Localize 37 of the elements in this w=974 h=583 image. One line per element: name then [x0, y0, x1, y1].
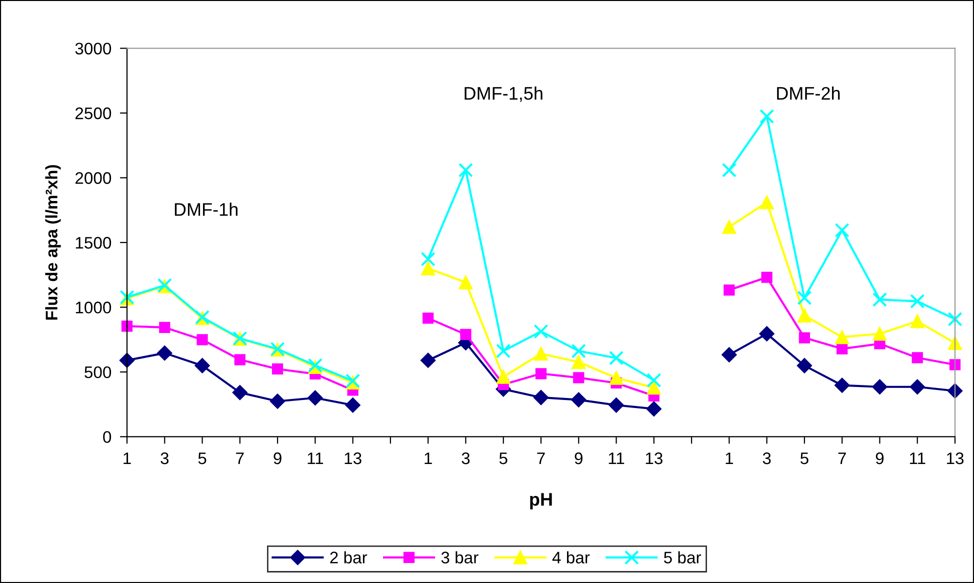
x-tick-label: 7	[838, 452, 846, 464]
x-tick-label: 9	[274, 452, 282, 464]
y-tick-label: 1000	[76, 302, 112, 314]
y-tick-label: 3000	[75, 42, 112, 55]
legend-label: 5 bar	[664, 551, 702, 564]
x-tick-label: 5	[499, 452, 508, 464]
y-tick-label: 2500	[75, 107, 112, 120]
y-axis-title: Flux de apa (l/m²xh)	[45, 165, 61, 320]
annotation: DMF-1h	[174, 202, 238, 216]
y-tick-label: 1500	[76, 236, 112, 249]
y-tick-label: 2000	[75, 172, 112, 184]
x-tick-label: 5	[198, 452, 206, 464]
x-tick-label: 7	[236, 452, 244, 464]
x-tick-label: 1	[726, 452, 734, 464]
x-tick-label: 11	[910, 452, 926, 464]
legend-label: 2 bar	[330, 551, 368, 564]
x-axis-title: pH	[530, 493, 552, 510]
x-tick-label: 9	[574, 452, 582, 464]
x-tick-label: 13	[947, 452, 964, 464]
x-tick-label: 5	[800, 452, 808, 464]
x-tick-label: 1	[424, 452, 432, 464]
y-tick-label: 0	[103, 431, 112, 443]
y-tick-label: 500	[84, 366, 112, 378]
x-tick-label: 13	[344, 452, 362, 464]
annotation: DMF-1,5h	[464, 86, 542, 102]
x-tick-label: 7	[537, 452, 545, 464]
annotation: DMF-2h	[777, 86, 840, 100]
x-tick-label: 3	[462, 452, 470, 464]
x-tick-label: 3	[762, 452, 771, 464]
x-tick-label: 11	[308, 452, 324, 464]
x-tick-label: 9	[876, 452, 884, 464]
legend-label: 3 bar	[441, 551, 478, 564]
x-tick-label: 13	[646, 452, 662, 464]
x-tick-label: 3	[160, 452, 169, 464]
x-tick-label: 1	[124, 452, 131, 464]
x-tick-label: 11	[608, 452, 624, 464]
legend-label: 4 bar	[552, 551, 590, 564]
